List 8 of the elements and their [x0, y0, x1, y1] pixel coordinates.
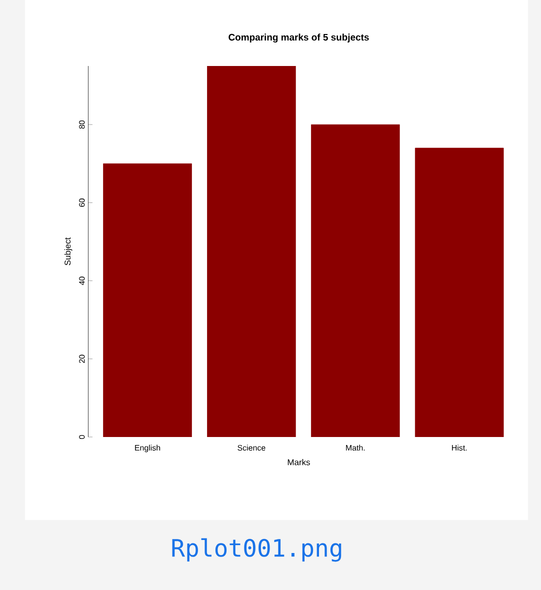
bar — [207, 66, 296, 437]
bar — [311, 124, 400, 437]
text: Rplot001.png — [172, 538, 342, 562]
chart-title: Comparing marks of 5 subjects — [228, 34, 369, 42]
x-axis-title: Marks — [288, 459, 310, 466]
bar — [103, 163, 192, 437]
y-axis-title: Subject — [64, 237, 72, 266]
bar — [414, 148, 504, 437]
